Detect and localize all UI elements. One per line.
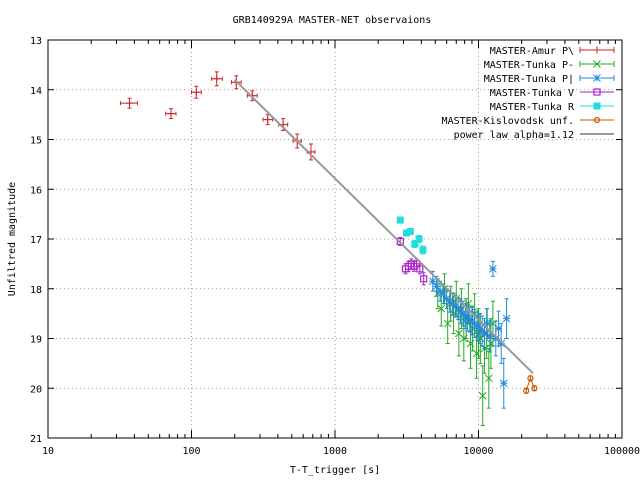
y-axis-label: Unfiltred magnitude <box>7 182 18 296</box>
plot-frame <box>47 39 623 439</box>
legend-label: MASTER-Tunka R <box>490 102 575 113</box>
data-point <box>527 375 534 382</box>
data-point <box>396 237 404 246</box>
legend-marker <box>593 60 601 68</box>
x-tick-label: 1000 <box>323 446 347 457</box>
legend-marker <box>593 116 601 124</box>
power-law-line <box>233 79 534 375</box>
x-tick-label: 100 <box>182 446 200 457</box>
y-tick-label: 21 <box>30 434 42 445</box>
y-tick-label: 19 <box>30 335 42 346</box>
legend-label: power law alpha=1.12 <box>454 130 574 141</box>
x-tick-label: 10000 <box>463 446 493 457</box>
data-point <box>403 229 411 237</box>
legend-label: MASTER-Tunka P- <box>484 60 574 71</box>
y-tick-label: 16 <box>30 185 42 196</box>
data-point <box>213 75 221 83</box>
data-point <box>411 240 419 248</box>
data-point <box>478 391 487 400</box>
data-point <box>406 228 414 236</box>
series-6 <box>233 79 534 375</box>
data-point <box>437 304 446 313</box>
data-point <box>420 275 428 283</box>
y-tick-label: 20 <box>30 384 42 395</box>
data-point <box>419 246 427 254</box>
series-2 <box>428 260 511 409</box>
legend-label: MASTER-Kislovodsk unf. <box>442 116 574 127</box>
data-point <box>192 88 200 96</box>
series-4 <box>396 216 427 255</box>
y-tick-label: 18 <box>30 285 42 296</box>
series-0 <box>119 71 316 161</box>
y-tick-label: 17 <box>30 235 42 246</box>
data-point <box>264 116 272 124</box>
data-point <box>432 282 441 291</box>
data-point <box>486 332 494 340</box>
legend-label: MASTER-Tunka V <box>490 88 574 99</box>
legend-marker <box>593 88 601 96</box>
data-point <box>415 235 423 243</box>
legend-label: MASTER-Tunka P| <box>484 74 574 85</box>
data-point <box>476 334 485 343</box>
y-axis-ticks: 13 14 15 16 17 18 19 20 21 <box>30 36 622 445</box>
x-axis-label: T-T_trigger [s] <box>290 465 380 476</box>
data-point <box>484 374 493 383</box>
legend-label: MASTER-Amur P\ <box>490 46 574 57</box>
data-point <box>416 265 424 273</box>
y-tick-label: 13 <box>30 36 42 47</box>
x-tick-label: 10 <box>42 446 54 457</box>
y-tick-label: 14 <box>30 86 42 97</box>
data-point <box>523 387 530 394</box>
data-point <box>167 110 175 118</box>
legend-marker <box>593 46 601 54</box>
data-point <box>489 264 497 273</box>
data-point <box>126 99 134 107</box>
legend-marker <box>593 74 601 82</box>
chart-title: GRB140929A MASTER-NET observaions <box>233 15 432 26</box>
data-point <box>396 216 404 224</box>
data-point <box>531 385 538 392</box>
series-5 <box>523 375 538 394</box>
legend: MASTER-Amur P\ MASTER-Tunka P- MASTER-Tunk… <box>442 46 615 141</box>
legend-marker <box>593 102 601 110</box>
x-tick-label: 100000 <box>604 446 640 457</box>
data-point <box>428 277 437 286</box>
data-point <box>502 314 511 323</box>
y-tick-label: 15 <box>30 136 42 147</box>
data-point <box>499 379 508 388</box>
plot-series <box>119 71 538 427</box>
grid <box>48 40 622 438</box>
